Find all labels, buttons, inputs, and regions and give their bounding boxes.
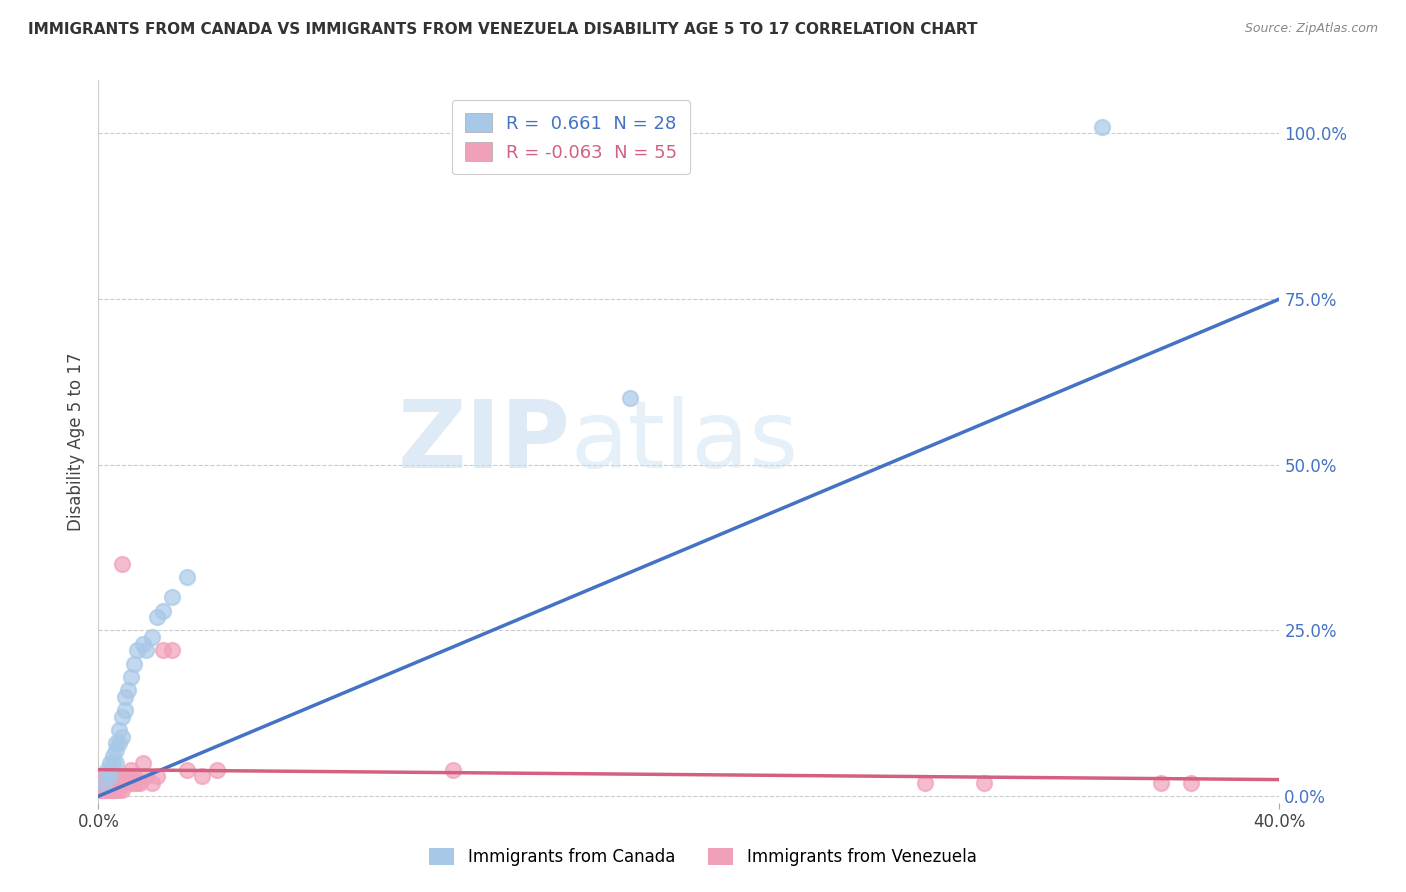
Point: [114, 690, 136, 704]
Point: [1180, 776, 1202, 790]
Point: [176, 570, 198, 584]
Point: [108, 723, 131, 737]
Point: [111, 776, 134, 790]
Point: [141, 776, 163, 790]
Point: [132, 756, 155, 770]
Point: [125, 643, 148, 657]
Point: [105, 756, 128, 770]
Point: [108, 776, 131, 790]
Legend: R =  0.661  N = 28, R = -0.063  N = 55: R = 0.661 N = 28, R = -0.063 N = 55: [451, 100, 690, 174]
Point: [441, 763, 464, 777]
Text: atlas: atlas: [571, 395, 799, 488]
Point: [90, 776, 112, 790]
Point: [103, 782, 125, 797]
Point: [103, 776, 125, 790]
Point: [120, 670, 142, 684]
Point: [117, 769, 139, 783]
Point: [105, 769, 128, 783]
Point: [105, 782, 128, 797]
Point: [146, 769, 169, 783]
Point: [973, 776, 995, 790]
Point: [90, 782, 112, 797]
Point: [93, 782, 115, 797]
Point: [914, 776, 936, 790]
Point: [1150, 776, 1173, 790]
Point: [96, 769, 118, 783]
Point: [1091, 120, 1114, 134]
Text: ZIP: ZIP: [398, 395, 571, 488]
Point: [93, 776, 115, 790]
Point: [191, 769, 214, 783]
Point: [98, 782, 121, 797]
Point: [103, 769, 125, 783]
Point: [125, 776, 148, 790]
Text: Source: ZipAtlas.com: Source: ZipAtlas.com: [1244, 22, 1378, 36]
Y-axis label: Disability Age 5 to 17: Disability Age 5 to 17: [66, 352, 84, 531]
Point: [103, 756, 125, 770]
Text: IMMIGRANTS FROM CANADA VS IMMIGRANTS FROM VENEZUELA DISABILITY AGE 5 TO 17 CORRE: IMMIGRANTS FROM CANADA VS IMMIGRANTS FRO…: [28, 22, 977, 37]
Point: [141, 630, 163, 644]
Legend: Immigrants from Canada, Immigrants from Venezuela: Immigrants from Canada, Immigrants from …: [420, 840, 986, 875]
Point: [96, 763, 118, 777]
Point: [122, 769, 145, 783]
Point: [93, 776, 115, 790]
Point: [114, 769, 136, 783]
Point: [114, 703, 136, 717]
Point: [103, 776, 125, 790]
Point: [98, 776, 121, 790]
Point: [128, 776, 150, 790]
Point: [111, 709, 134, 723]
Point: [120, 776, 142, 790]
Point: [103, 749, 125, 764]
Point: [152, 603, 174, 617]
Point: [98, 769, 121, 783]
Point: [103, 782, 125, 797]
Point: [162, 591, 183, 605]
Point: [98, 756, 121, 770]
Point: [96, 782, 118, 797]
Point: [120, 763, 142, 777]
Point: [111, 557, 134, 571]
Point: [122, 776, 145, 790]
Point: [122, 657, 145, 671]
Point: [90, 782, 112, 797]
Point: [105, 776, 128, 790]
Point: [93, 769, 115, 783]
Point: [108, 736, 131, 750]
Point: [619, 392, 641, 406]
Point: [135, 643, 157, 657]
Point: [96, 776, 118, 790]
Point: [152, 643, 174, 657]
Point: [108, 769, 131, 783]
Point: [96, 776, 118, 790]
Point: [108, 782, 131, 797]
Point: [93, 776, 115, 790]
Point: [111, 782, 134, 797]
Point: [98, 776, 121, 790]
Point: [162, 643, 183, 657]
Point: [132, 637, 155, 651]
Point: [114, 776, 136, 790]
Point: [98, 769, 121, 783]
Point: [146, 610, 169, 624]
Point: [117, 683, 139, 698]
Point: [96, 782, 118, 797]
Point: [176, 763, 198, 777]
Point: [105, 736, 128, 750]
Point: [135, 769, 157, 783]
Point: [205, 763, 228, 777]
Point: [93, 782, 115, 797]
Point: [105, 743, 128, 757]
Point: [111, 730, 134, 744]
Point: [117, 776, 139, 790]
